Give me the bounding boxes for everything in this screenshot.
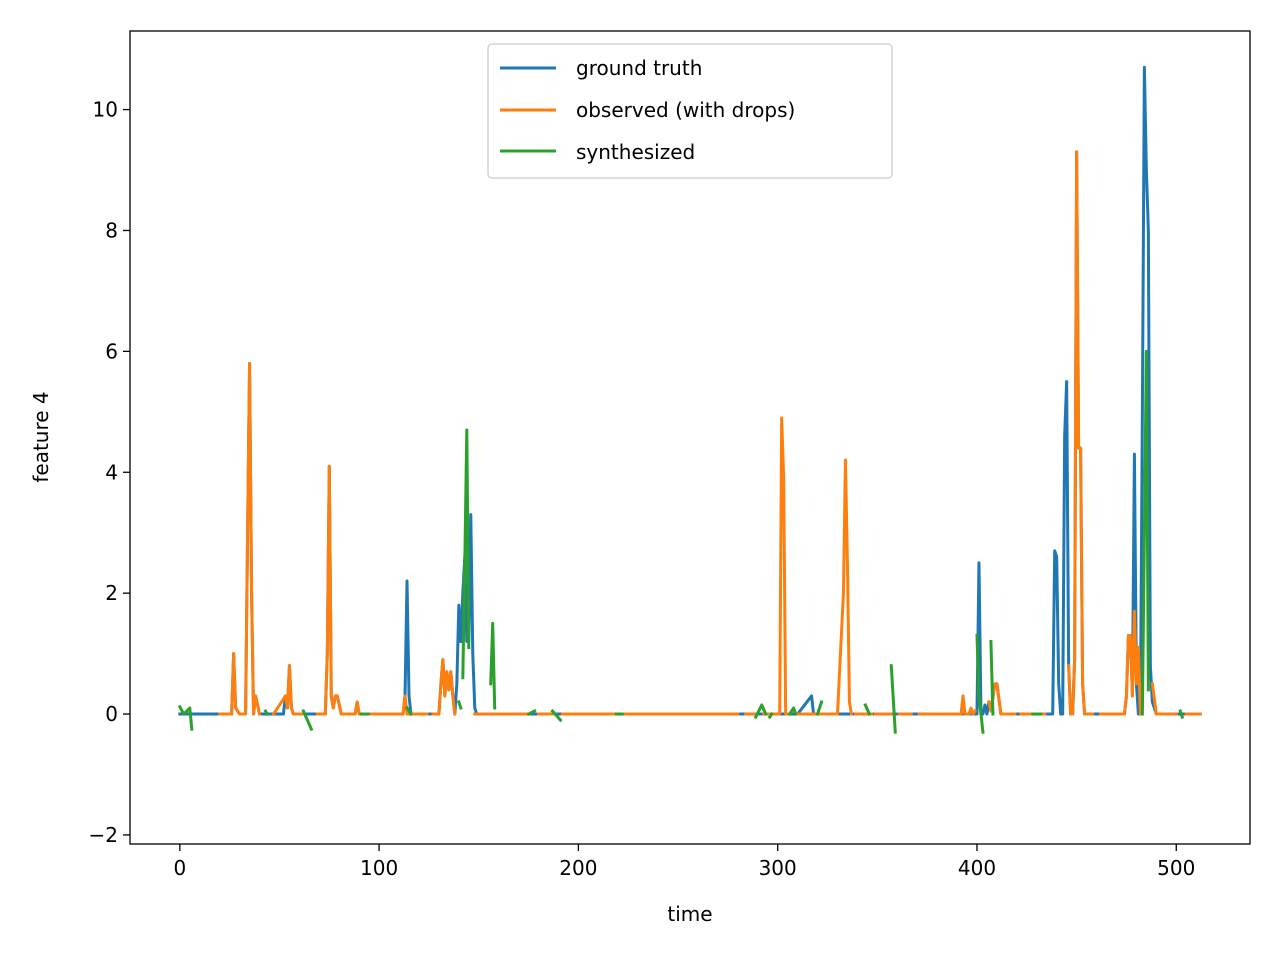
series-line-segment xyxy=(1099,609,1142,716)
series-layer xyxy=(177,65,1202,734)
series-line-segment xyxy=(1178,709,1185,719)
x-tick-label: 500 xyxy=(1157,856,1195,880)
series-line-segment xyxy=(431,658,457,716)
series-line-segment xyxy=(975,633,985,734)
plot-frame xyxy=(129,30,1251,845)
x-axis: 0 100 200 300 400 500 xyxy=(173,844,1195,880)
series-line-segment xyxy=(1140,349,1150,716)
series-line-segment xyxy=(271,664,305,717)
legend: ground truth observed (with drops) synth… xyxy=(487,43,893,179)
y-tick-label: 10 xyxy=(93,98,118,122)
x-tick-label: 300 xyxy=(759,856,797,880)
y-axis: −2 0 2 4 6 8 10 xyxy=(89,98,130,847)
series-observed-with-drops xyxy=(218,150,1202,717)
series-line-segment xyxy=(1067,150,1095,716)
legend-frame xyxy=(487,43,893,179)
x-tick-label: 200 xyxy=(559,856,597,880)
series-line-segment xyxy=(218,361,262,716)
series-line-segment xyxy=(1150,682,1178,716)
series-line-segment xyxy=(369,694,429,716)
y-tick-label: 0 xyxy=(105,702,118,726)
series-line-segment xyxy=(863,702,872,717)
series-line-segment xyxy=(550,708,563,723)
x-axis-label: time xyxy=(667,902,712,926)
x-tick-label: 100 xyxy=(360,856,398,880)
series-line-segment xyxy=(404,705,414,717)
series-line-segment xyxy=(989,639,995,716)
series-synthesized xyxy=(177,349,1185,734)
series-line-segment xyxy=(796,458,854,716)
series-line-segment xyxy=(461,428,471,680)
legend-entry-synthesized: synthesized xyxy=(576,140,695,164)
series-line-segment xyxy=(489,621,497,710)
y-tick-label: −2 xyxy=(89,823,118,847)
series-line-segment xyxy=(456,700,463,710)
legend-entry-observed: observed (with drops) xyxy=(576,98,795,122)
series-line-segment xyxy=(787,706,798,717)
series-line-segment xyxy=(526,709,537,717)
series-line-segment xyxy=(815,700,824,716)
y-tick-label: 8 xyxy=(105,218,118,242)
y-axis-label: feature 4 xyxy=(29,391,53,482)
series-line-segment xyxy=(263,708,270,717)
y-tick-label: 4 xyxy=(105,460,118,484)
y-tick-label: 6 xyxy=(105,339,118,363)
series-line-segment xyxy=(301,709,314,732)
x-tick-label: 400 xyxy=(958,856,996,880)
legend-entry-ground-truth: ground truth xyxy=(576,56,702,80)
series-line-segment xyxy=(753,703,768,720)
series-line-segment xyxy=(315,464,369,716)
series-line-segment xyxy=(767,711,774,720)
x-tick-label: 0 xyxy=(173,856,186,880)
series-line-segment xyxy=(987,682,1017,716)
series-line-segment xyxy=(889,664,897,734)
y-tick-label: 2 xyxy=(105,581,118,605)
series-line-segment xyxy=(917,694,978,716)
series-line-segment xyxy=(762,416,792,716)
series-line-segment xyxy=(177,704,194,731)
